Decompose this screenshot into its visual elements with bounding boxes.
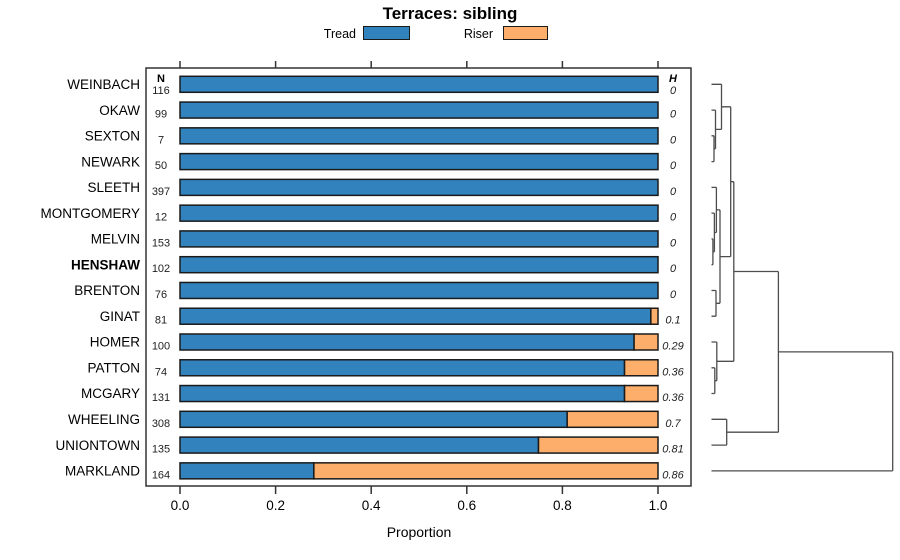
x-tick-label: 0.2 — [266, 498, 285, 513]
row-label-homer: HOMER — [90, 335, 141, 350]
n-value-melvin: 153 — [152, 237, 170, 249]
riser-segment-wheeling — [566, 410, 659, 429]
legend-label-tread: Tread — [323, 27, 356, 41]
tread-segment-ginat — [179, 307, 652, 325]
h-value-melvin: 0 — [670, 237, 677, 249]
x-tick-label: 0.0 — [171, 498, 190, 513]
x-tick-label: 0.4 — [362, 498, 381, 513]
legend-swatch-riser — [503, 26, 548, 40]
riser-segment-mcgary — [623, 384, 659, 403]
n-value-henshaw: 102 — [152, 263, 170, 275]
h-value-patton: 0.36 — [662, 366, 684, 378]
h-value-markland: 0.86 — [662, 469, 684, 481]
legend-swatch-tread — [363, 26, 410, 40]
n-value-weinbach: 116 — [152, 85, 170, 97]
x-tick-label: 1.0 — [649, 498, 668, 513]
n-value-montgomery: 12 — [155, 212, 167, 224]
x-axis-title: Proportion — [387, 524, 452, 540]
h-value-homer: 0.29 — [662, 341, 683, 353]
h-value-wheeling: 0.7 — [665, 418, 681, 430]
row-label-ginat: GINAT — [100, 309, 140, 324]
row-label-uniontown: UNIONTOWN — [56, 438, 141, 453]
tread-segment-melvin — [179, 230, 659, 248]
h-value-newark: 0 — [670, 160, 677, 172]
row-label-melvin: MELVIN — [91, 232, 140, 247]
riser-segment-patton — [623, 359, 659, 377]
x-tick-label: 0.6 — [457, 498, 476, 513]
tread-segment-brenton — [179, 281, 659, 300]
row-label-weinbach: WEINBACH — [67, 77, 140, 92]
n-value-wheeling: 308 — [152, 418, 170, 430]
h-column-header: H — [669, 73, 678, 85]
plot-box — [145, 67, 692, 487]
n-value-homer: 100 — [152, 341, 170, 353]
tread-segment-okaw — [179, 101, 659, 119]
tread-segment-uniontown — [179, 436, 540, 454]
row-label-wheeling: WHEELING — [68, 412, 140, 427]
n-value-brenton: 76 — [155, 289, 167, 301]
n-column-header: N — [157, 73, 165, 85]
row-label-sleeth: SLEETH — [87, 180, 140, 195]
h-value-montgomery: 0 — [670, 212, 677, 224]
h-value-sleeth: 0 — [670, 186, 677, 198]
tread-segment-wheeling — [179, 410, 568, 429]
tread-segment-markland — [179, 462, 315, 480]
row-label-okaw: OKAW — [99, 103, 140, 118]
n-value-markland: 164 — [152, 469, 170, 481]
tread-segment-montgomery — [179, 204, 659, 222]
row-label-montgomery: MONTGOMERY — [40, 206, 140, 221]
riser-segment-markland — [313, 462, 659, 480]
n-value-patton: 74 — [155, 366, 167, 378]
n-value-mcgary: 131 — [152, 392, 170, 404]
h-value-mcgary: 0.36 — [662, 392, 684, 404]
tread-segment-newark — [179, 152, 659, 171]
h-value-okaw: 0 — [670, 109, 677, 121]
row-label-patton: PATTON — [87, 360, 140, 375]
tread-segment-mcgary — [179, 384, 626, 403]
riser-segment-homer — [633, 333, 659, 351]
h-value-sexton: 0 — [670, 134, 677, 146]
tread-segment-patton — [179, 359, 626, 377]
n-value-uniontown: 135 — [152, 444, 170, 456]
row-label-sexton: SEXTON — [85, 129, 140, 144]
h-value-uniontown: 0.81 — [662, 444, 683, 456]
tread-segment-sleeth — [179, 178, 659, 197]
dendrogram-path — [711, 83, 894, 472]
row-label-newark: NEWARK — [81, 154, 140, 169]
row-label-markland: MARKLAND — [65, 464, 140, 479]
x-tick-label: 0.8 — [553, 498, 572, 513]
n-value-sexton: 7 — [158, 134, 164, 146]
h-value-henshaw: 0 — [670, 263, 677, 275]
n-value-okaw: 99 — [155, 109, 167, 121]
row-label-brenton: BRENTON — [74, 283, 140, 298]
legend-label-riser: Riser — [463, 27, 493, 41]
tread-segment-sexton — [179, 127, 659, 145]
tread-segment-henshaw — [179, 255, 659, 274]
n-value-newark: 50 — [155, 160, 167, 172]
n-value-ginat: 81 — [155, 315, 167, 327]
h-value-weinbach: 0 — [670, 85, 677, 97]
row-label-henshaw: HENSHAW — [71, 257, 140, 272]
tread-segment-weinbach — [179, 75, 659, 94]
riser-segment-uniontown — [537, 436, 659, 454]
chart-title: Terraces: sibling — [382, 4, 518, 23]
h-value-brenton: 0 — [670, 289, 677, 301]
row-label-mcgary: MCGARY — [81, 386, 140, 401]
tread-segment-homer — [179, 333, 635, 351]
n-value-sleeth: 397 — [152, 186, 170, 198]
riser-segment-ginat — [650, 307, 659, 325]
h-value-ginat: 0.1 — [665, 315, 680, 327]
